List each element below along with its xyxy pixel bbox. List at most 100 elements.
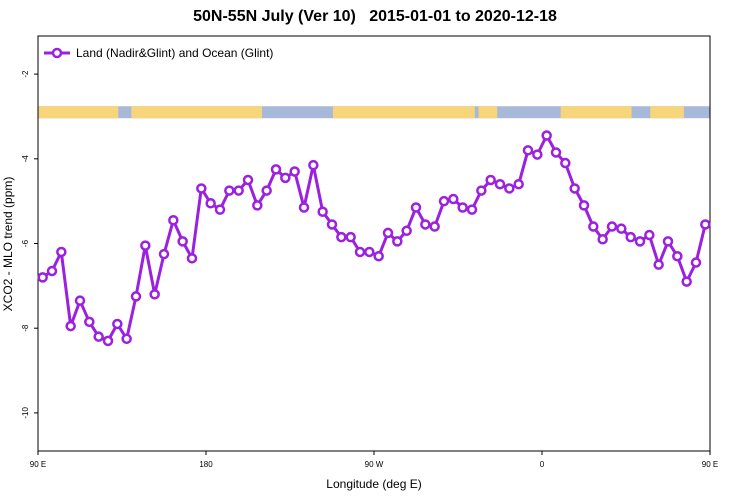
land-segment	[560, 106, 632, 119]
data-point	[662, 236, 674, 247]
data-point	[634, 236, 646, 247]
data-point	[401, 225, 412, 237]
land-segment	[650, 106, 684, 119]
data-point	[270, 164, 282, 175]
data-point	[653, 259, 664, 270]
data-point	[616, 223, 627, 234]
data-point	[429, 221, 440, 232]
series-layer	[37, 130, 711, 347]
land-segment	[38, 106, 119, 119]
y-axis: -2 -4 -6 -8 -10	[21, 70, 38, 419]
x-tick-label: 180	[199, 460, 213, 469]
data-point	[672, 250, 683, 262]
data-point	[205, 198, 216, 209]
land-segment	[131, 106, 262, 119]
data-point	[252, 200, 263, 211]
data-point	[224, 185, 235, 196]
data-point	[261, 185, 272, 196]
data-point	[448, 193, 459, 205]
land-ocean-mask	[38, 106, 710, 119]
data-point	[466, 204, 478, 215]
data-point	[37, 272, 48, 283]
x-tick-label: 90 E	[702, 460, 718, 469]
data-point	[504, 183, 515, 194]
plot-frame	[37, 35, 711, 452]
data-point	[214, 204, 226, 215]
data-point	[354, 246, 366, 258]
data-point	[298, 202, 310, 213]
data-point	[46, 265, 58, 277]
data-point	[280, 172, 291, 184]
data-point	[550, 147, 562, 158]
data-point	[532, 149, 543, 160]
data-point	[513, 178, 524, 190]
data-point	[438, 195, 450, 207]
y-tick-label: -2	[21, 70, 30, 78]
land-segment	[478, 106, 498, 119]
data-point	[308, 159, 319, 171]
data-point	[597, 234, 608, 245]
data-point	[700, 219, 711, 230]
land-segment	[332, 106, 475, 119]
data-point	[84, 316, 95, 328]
data-point	[625, 231, 636, 243]
data-point	[569, 183, 580, 194]
x-axis-label: Longitude (deg E)	[326, 477, 421, 491]
data-point	[644, 229, 655, 241]
x-tick-label: 90 E	[30, 460, 46, 469]
data-point	[494, 178, 506, 190]
data-point	[289, 166, 300, 177]
data-point	[336, 231, 347, 243]
data-point	[65, 320, 76, 332]
x-tick-label: 0	[540, 460, 545, 469]
y-tick-label: -8	[21, 324, 30, 332]
data-point	[326, 219, 338, 230]
data-point	[196, 183, 207, 194]
data-point	[317, 206, 328, 217]
data-point	[690, 257, 702, 268]
data-point	[560, 157, 571, 169]
data-point	[130, 291, 142, 302]
data-point	[186, 253, 198, 264]
y-tick-label: -6	[21, 239, 30, 247]
data-point	[140, 240, 151, 251]
data-point	[168, 214, 179, 226]
data-point	[578, 200, 590, 211]
data-point	[541, 130, 552, 141]
y-tick-label: -10	[21, 407, 30, 419]
y-axis-label: XCO2 - MLO trend (ppm)	[1, 177, 15, 312]
data-point	[93, 331, 104, 342]
data-point	[149, 289, 160, 300]
y-tick-label: -4	[21, 155, 30, 163]
x-axis: 90 E 180 90 W 0 90 E	[30, 451, 718, 469]
data-point	[364, 246, 375, 258]
data-point	[382, 227, 394, 239]
legend-label: Land (Nadir&Glint) and Ocean (Glint)	[76, 46, 273, 60]
data-point	[373, 250, 384, 262]
data-point	[177, 236, 188, 247]
data-point	[112, 318, 123, 330]
data-point	[420, 219, 431, 230]
data-point	[522, 145, 534, 156]
data-point	[121, 333, 132, 345]
data-point	[485, 174, 496, 186]
data-point	[457, 202, 468, 213]
data-point	[392, 236, 403, 247]
data-point	[588, 221, 599, 232]
data-point	[56, 246, 67, 258]
data-point	[410, 202, 422, 213]
chart-title: 50N-55N July (Ver 10) 2015-01-01 to 2020…	[193, 8, 557, 25]
data-point	[476, 185, 487, 196]
legend: Land (Nadir&Glint) and Ocean (Glint)	[44, 46, 273, 60]
data-point	[158, 248, 170, 260]
data-point	[102, 335, 114, 347]
data-point	[681, 276, 692, 287]
data-point	[233, 185, 244, 196]
data-point	[345, 231, 356, 243]
data-point	[242, 174, 254, 186]
x-tick-label: 90 W	[365, 460, 384, 469]
data-point	[606, 221, 618, 232]
data-point	[74, 295, 86, 306]
legend-marker-icon	[51, 47, 63, 59]
